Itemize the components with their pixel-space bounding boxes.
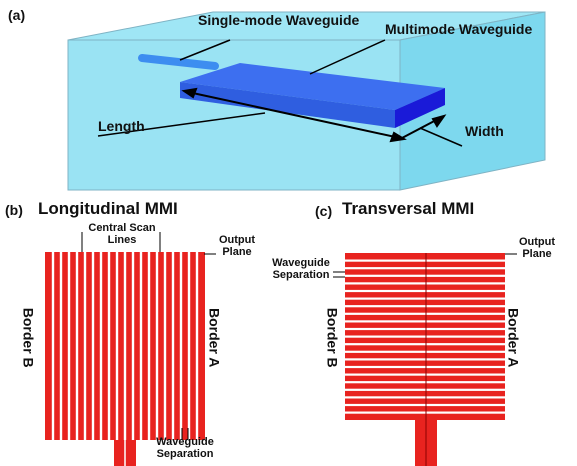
separation [345,404,505,406]
separation [345,358,505,360]
separation [92,252,94,440]
separation [345,298,505,300]
separation [345,305,505,307]
separation [116,252,118,440]
transversal-mmi [345,253,505,466]
annotation: Border A [505,308,520,367]
separation [345,389,505,391]
annotation: Output Plane [512,236,562,260]
separation [100,252,102,440]
separation [345,412,505,414]
annotation: Border A [206,308,221,367]
annotation: Multimode Waveguide [385,22,532,37]
panel-label: (c) [315,204,332,219]
separation [345,320,505,322]
annotation: Waveguide Separation [268,257,334,281]
separation [345,275,505,277]
annotation: Single-mode Waveguide [198,13,359,28]
separation [345,290,505,292]
separation [164,252,166,440]
separation [52,252,54,440]
separation [345,336,505,338]
separation [188,252,190,440]
separation [345,381,505,383]
annotation: Border B [324,308,339,368]
separation [60,252,62,440]
panel-title: Longitudinal MMI [38,200,178,219]
separation [345,328,505,330]
annotation: Width [465,124,504,139]
separation [132,252,134,440]
separation [180,252,182,440]
separation [124,252,126,440]
separation [84,252,86,440]
separation [108,252,110,440]
panel-label: (a) [8,8,25,23]
separation [345,366,505,368]
annotation: Waveguide Separation [152,436,218,460]
separation [76,252,78,440]
separation [148,252,150,440]
separation [345,343,505,345]
longitudinal-mmi [45,252,205,466]
figure: (a) Single-mode Waveguide Multimode Wave… [0,0,577,466]
separation [345,396,505,398]
annotation: Length [98,119,145,134]
separation [345,282,505,284]
separation [345,313,505,315]
panel-label: (b) [5,203,23,218]
separation [140,252,142,440]
annotation: Output Plane [212,234,262,258]
separation [345,267,505,269]
separation [345,351,505,353]
separation [68,252,70,440]
separation [172,252,174,440]
separation [196,252,198,440]
annotation: Central Scan Lines [82,222,162,246]
separation [345,260,505,262]
annotation: Border B [20,308,35,368]
panel-title: Transversal MMI [342,200,474,219]
separation [156,252,158,440]
separation [345,374,505,376]
